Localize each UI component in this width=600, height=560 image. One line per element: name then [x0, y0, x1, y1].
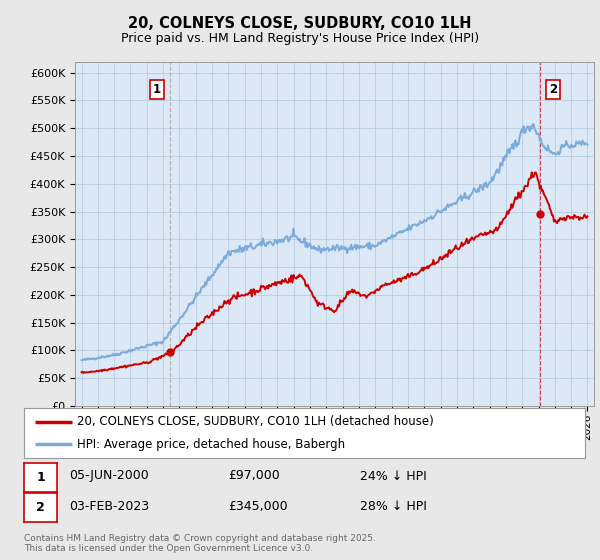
- Text: 2: 2: [36, 501, 45, 515]
- Text: 05-JUN-2000: 05-JUN-2000: [69, 469, 149, 483]
- Text: 28% ↓ HPI: 28% ↓ HPI: [360, 500, 427, 514]
- Text: 20, COLNEYS CLOSE, SUDBURY, CO10 1LH: 20, COLNEYS CLOSE, SUDBURY, CO10 1LH: [128, 16, 472, 31]
- Text: Contains HM Land Registry data © Crown copyright and database right 2025.
This d: Contains HM Land Registry data © Crown c…: [24, 534, 376, 553]
- Text: 03-FEB-2023: 03-FEB-2023: [69, 500, 149, 514]
- Text: 1: 1: [36, 470, 45, 484]
- Text: £345,000: £345,000: [228, 500, 287, 514]
- Text: £97,000: £97,000: [228, 469, 280, 483]
- Text: 2: 2: [549, 83, 557, 96]
- Text: 24% ↓ HPI: 24% ↓ HPI: [360, 469, 427, 483]
- Text: Price paid vs. HM Land Registry's House Price Index (HPI): Price paid vs. HM Land Registry's House …: [121, 32, 479, 45]
- Text: 20, COLNEYS CLOSE, SUDBURY, CO10 1LH (detached house): 20, COLNEYS CLOSE, SUDBURY, CO10 1LH (de…: [77, 415, 434, 428]
- Text: 1: 1: [153, 83, 161, 96]
- Text: HPI: Average price, detached house, Babergh: HPI: Average price, detached house, Babe…: [77, 438, 346, 451]
